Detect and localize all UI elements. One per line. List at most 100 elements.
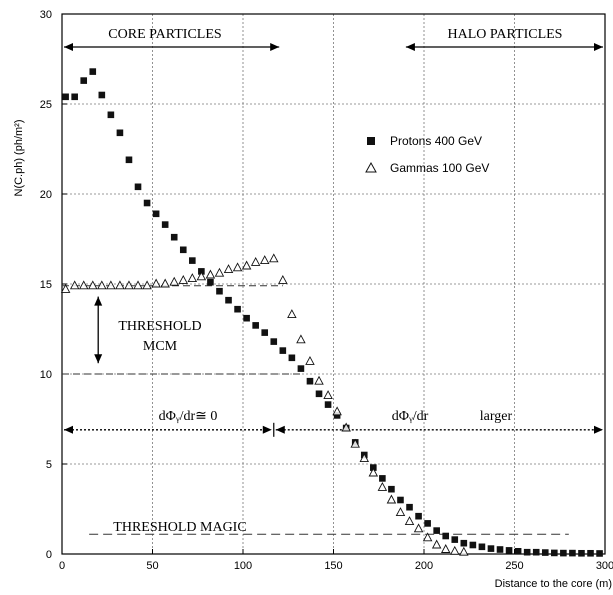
core-particles-label: CORE PARTICLES	[108, 27, 221, 42]
threshold-mcm-label-line1: THRESHOLD	[118, 319, 201, 334]
gamma-point	[232, 262, 243, 272]
proton-point	[415, 512, 422, 520]
proton-point	[80, 77, 88, 84]
proton-point	[71, 93, 78, 101]
flux-flat-arrow-head-left	[64, 425, 73, 434]
gamma-point	[332, 406, 342, 416]
gamma-point	[386, 494, 397, 504]
gamma-point	[178, 274, 189, 284]
gamma-point	[259, 255, 270, 265]
proton-point	[333, 412, 341, 419]
gamma-point	[404, 516, 415, 526]
legend-label-gammas: Gammas 100 GeV	[390, 161, 489, 175]
gamma-point	[341, 422, 351, 432]
proton-point	[541, 549, 549, 556]
gamma-point	[323, 390, 333, 400]
proton-point	[514, 548, 522, 555]
threshold-magic-label: THRESHOLD MAGIC	[113, 520, 246, 535]
gamma-point	[214, 267, 225, 277]
gamma-point	[296, 334, 306, 344]
gamma-point	[169, 276, 179, 286]
gamma-point	[278, 274, 288, 284]
proton-point	[243, 314, 250, 322]
proton-point	[505, 547, 513, 554]
y-tick-label: 20	[40, 189, 52, 201]
proton-point	[596, 550, 603, 557]
halo-arrow-head-right	[594, 43, 603, 51]
gamma-point	[241, 260, 252, 270]
flux-flat-label: dΦᵧ/dr≅ 0	[159, 409, 218, 424]
proton-point	[152, 210, 160, 218]
proton-point	[189, 257, 196, 264]
gamma-point	[124, 280, 134, 290]
proton-point	[442, 532, 450, 540]
grid-lines	[62, 14, 605, 554]
proton-point	[170, 233, 178, 241]
x-tick-label: 0	[59, 560, 65, 572]
proton-point	[161, 221, 169, 228]
data-marks	[60, 68, 603, 557]
gamma-point	[223, 264, 234, 274]
proton-point	[125, 156, 133, 164]
gamma-point	[69, 280, 80, 290]
legend-label-protons: Protons 400 GeV	[390, 134, 482, 148]
gamma-point	[115, 280, 125, 290]
proton-point	[532, 548, 540, 556]
halo-arrow-head-left	[405, 43, 415, 51]
proton-point	[523, 548, 531, 556]
gamma-point	[196, 271, 207, 281]
proton-point	[207, 278, 214, 286]
proton-point	[297, 365, 305, 372]
gamma-point	[205, 269, 216, 279]
x-tick-label: 150	[324, 560, 342, 572]
gamma-point	[422, 532, 433, 542]
x-tick-label: 50	[146, 560, 158, 572]
proton-point	[496, 546, 504, 553]
flux-larger-arrow-head-right	[594, 425, 603, 434]
gamma-point	[250, 256, 261, 266]
proton-point	[116, 129, 124, 137]
y-tick-label: 5	[46, 459, 52, 471]
proton-point	[478, 543, 486, 551]
gamma-point	[450, 545, 460, 555]
gamma-point	[142, 280, 152, 290]
proton-point	[587, 549, 594, 557]
core-arrow-head-left	[64, 43, 73, 51]
proton-point	[551, 549, 558, 557]
proton-point	[487, 545, 495, 552]
x-axis-label: Distance to the core (m)	[495, 578, 612, 590]
proton-point	[306, 377, 314, 385]
mcm-arrow-head-down	[94, 354, 103, 364]
proton-point	[225, 296, 232, 304]
proton-point	[406, 503, 413, 511]
proton-point	[451, 536, 459, 543]
gamma-point	[269, 253, 279, 263]
proton-point	[424, 520, 431, 527]
proton-point	[179, 246, 187, 254]
gamma-point	[60, 283, 71, 293]
flux-flat-arrow-head-right	[262, 425, 272, 434]
gamma-point	[187, 273, 198, 283]
proton-point	[569, 549, 576, 557]
legend-marker-protons	[367, 137, 375, 145]
y-axis-label: N(C.ph) (ph/m²)	[13, 119, 25, 196]
y-tick-label: 30	[40, 9, 52, 21]
proton-point	[324, 401, 332, 408]
gamma-point	[97, 280, 107, 290]
proton-point	[252, 322, 259, 329]
proton-point	[89, 68, 97, 75]
proton-point	[578, 549, 585, 557]
y-tick-label: 0	[46, 549, 52, 561]
proton-point	[397, 496, 404, 504]
flux-larger-label-2: larger	[480, 409, 513, 424]
proton-point	[279, 347, 287, 354]
core-arrow-head-right	[270, 43, 280, 51]
gamma-point	[106, 280, 116, 290]
x-tick-label: 200	[415, 560, 433, 572]
gamma-point	[395, 507, 406, 517]
legend: Protons 400 GeV Gammas 100 GeV	[365, 134, 489, 175]
flux-larger-arrow-head-left	[275, 425, 285, 434]
axis-ticks: 0 50 100 150 200 250 300 0 5 10 15 20 25 30	[40, 9, 613, 572]
proton-point	[315, 390, 323, 398]
